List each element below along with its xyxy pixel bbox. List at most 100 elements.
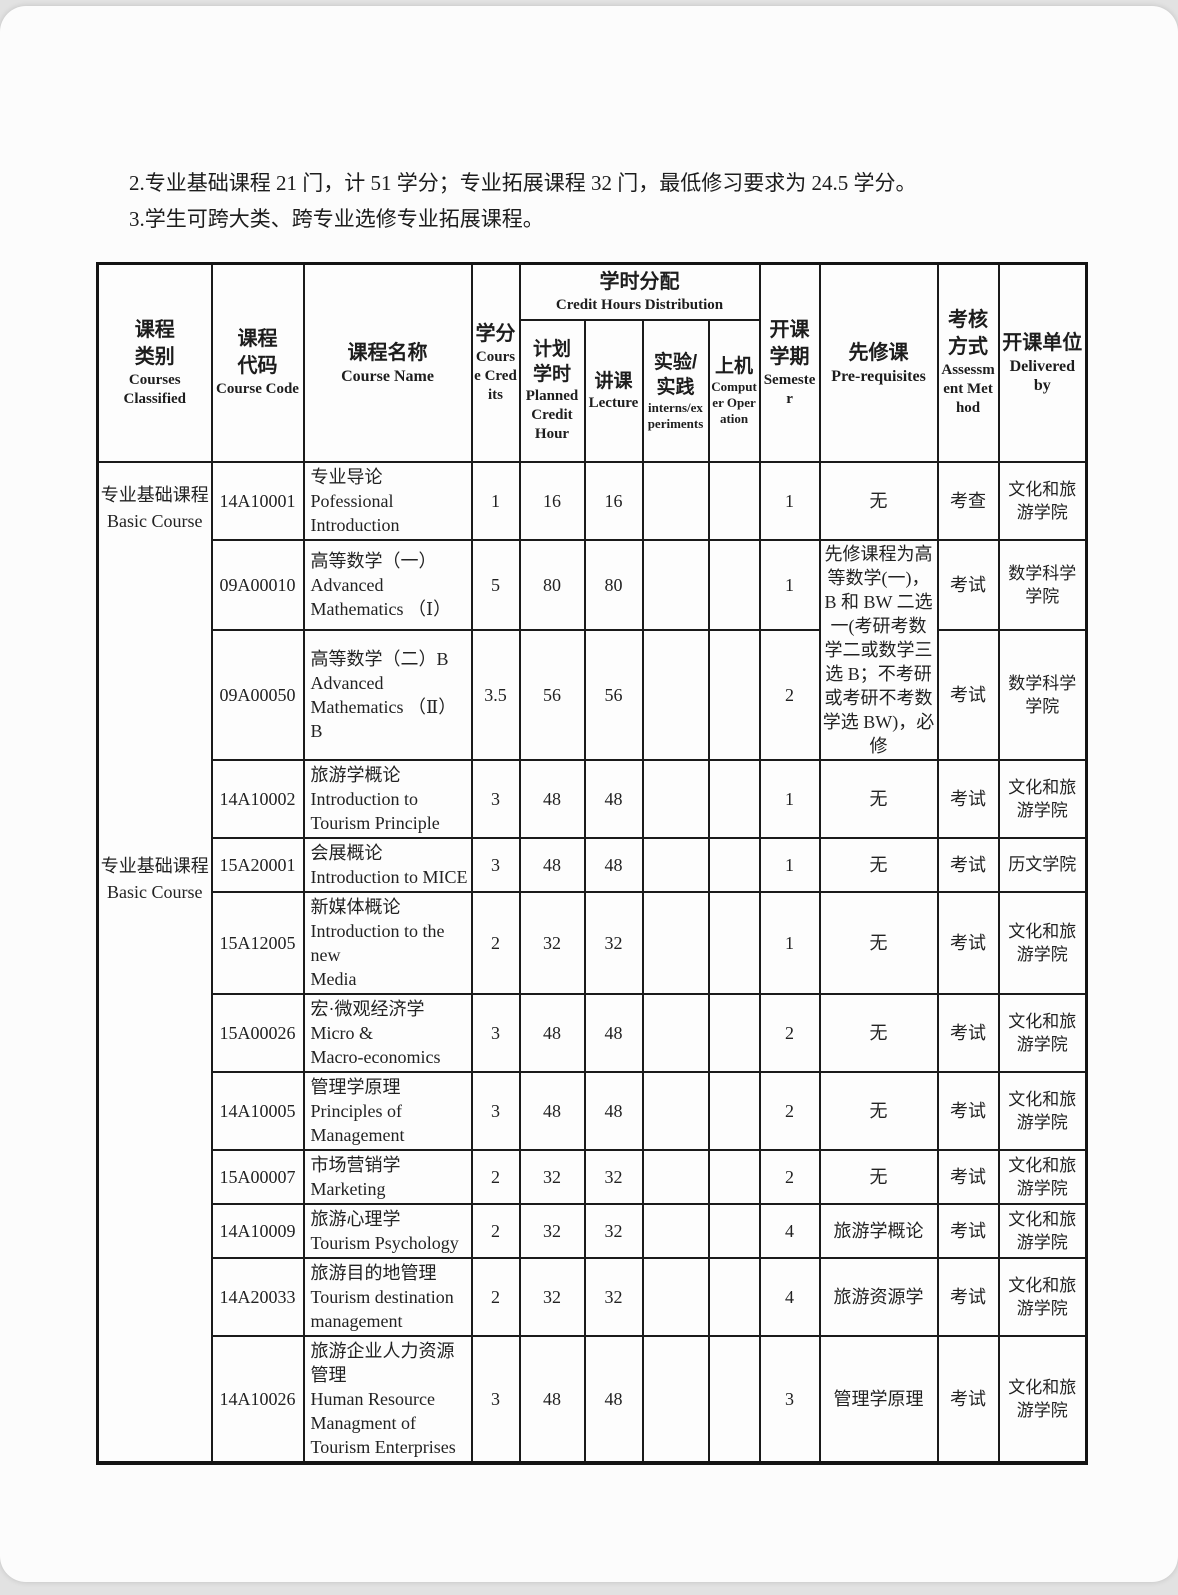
- assessment-cell: 考试: [936, 1202, 1000, 1259]
- lecture-hours-cell: 32: [583, 890, 644, 995]
- assessment-cell: 考试: [936, 628, 1000, 761]
- credits-cell: 3: [470, 836, 521, 893]
- experiments-hours-cell: [641, 890, 710, 995]
- credits-cell: 2: [470, 1202, 521, 1259]
- course-row: 15A00026 宏·微观经济学 Micro & Macro-economics 3…: [98, 992, 1088, 1073]
- assessment-cell: 考试: [936, 836, 1000, 893]
- department-cell: 文化和旅游学院: [997, 1070, 1088, 1151]
- header-lecture-en: Lecture: [588, 394, 639, 411]
- header-lecture: 讲课 Lecture: [583, 318, 644, 463]
- course-name-cell: 高等数学（二）B Advanced Mathematics （Ⅱ） B: [302, 628, 473, 761]
- course-row: 14A10009 旅游心理学 Tourism Psychology 2 32 32 4 旅游…: [98, 1202, 1088, 1259]
- course-code-cell: 14A10002: [210, 758, 305, 839]
- lecture-hours-cell: 48: [583, 992, 644, 1073]
- planned-hours-cell: 48: [518, 992, 586, 1073]
- computer-hours-cell: [707, 1334, 761, 1464]
- experiments-hours-cell: [641, 992, 710, 1073]
- lecture-hours-cell: 48: [583, 1070, 644, 1151]
- course-row: 专业基础课程 Basic Course 专业基础课程 Basic Course 14…: [96, 460, 1088, 1464]
- lecture-hours-cell: 56: [583, 628, 644, 761]
- semester-cell: 3: [758, 1334, 821, 1464]
- department-cell: 文化和旅游学院: [997, 992, 1088, 1073]
- planned-hours-cell: 80: [518, 538, 586, 631]
- category-label-top: 专业基础课程 Basic Course: [100, 484, 209, 531]
- credits-cell: 2: [470, 890, 521, 995]
- department-cell: 文化和旅游学院: [997, 1256, 1088, 1337]
- header-lecture-zh: 讲课: [594, 370, 633, 392]
- lecture-hours-cell: 48: [583, 836, 644, 893]
- header-computer-operation: 上机 Computer Operation: [707, 318, 761, 463]
- semester-cell: 1: [758, 538, 821, 631]
- department-cell: 文化和旅游学院: [997, 1202, 1088, 1259]
- planned-hours-cell: 56: [518, 628, 586, 761]
- semester-cell: 1: [758, 758, 821, 839]
- course-name-cell: 高等数学（一） Advanced Mathematics （Ⅰ）: [302, 538, 473, 631]
- header-assessment: 考核 方式 Assessment Method: [936, 262, 1000, 463]
- course-code-cell: 14A10026: [210, 1334, 305, 1464]
- semester-cell: 2: [758, 992, 821, 1073]
- notes-block: 2.专业基础课程 21 门，计 51 学分；专业拓展课程 32 门，最低修习要求…: [129, 165, 1069, 237]
- experiments-hours-cell: [641, 1070, 710, 1151]
- course-row: 14A20033 旅游目的地管理 Tourism destination mana…: [98, 1256, 1088, 1337]
- planned-hours-cell: 32: [518, 1202, 586, 1259]
- course-code-cell: 14A10009: [210, 1202, 305, 1259]
- planned-hours-cell: 48: [518, 758, 586, 839]
- assessment-cell: 考试: [936, 1148, 1000, 1205]
- credits-cell: 3: [470, 1070, 521, 1151]
- prerequisites-cell: 无: [818, 1070, 939, 1151]
- course-name-cell: 旅游目的地管理 Tourism destination management: [302, 1256, 473, 1337]
- assessment-cell: 考试: [936, 1070, 1000, 1151]
- lecture-hours-cell: 32: [583, 1202, 644, 1259]
- header-category-en: Courses Classified: [123, 371, 186, 407]
- semester-cell: 2: [758, 1148, 821, 1205]
- course-name-cell: 旅游企业人力资源管理 Human Resource Managment of T…: [302, 1334, 473, 1464]
- prerequisites-cell: 无: [818, 758, 939, 839]
- assessment-cell: 考试: [936, 890, 1000, 995]
- experiments-hours-cell: [641, 460, 710, 541]
- note-line-3: 3.学生可跨大类、跨专业选修专业拓展课程。: [129, 207, 544, 231]
- planned-hours-cell: 48: [518, 1070, 586, 1151]
- department-cell: 文化和旅游学院: [997, 1334, 1088, 1464]
- header-semester-en: Semester: [763, 371, 816, 407]
- header-experiments-en: interns/experiments: [647, 399, 704, 431]
- lecture-hours-cell: 48: [583, 758, 644, 839]
- header-course-code-en: Course Code: [216, 381, 299, 398]
- credits-cell: 3: [470, 1334, 521, 1464]
- computer-hours-cell: [707, 992, 761, 1073]
- course-name-cell: 宏·微观经济学 Micro & Macro-economics: [302, 992, 473, 1073]
- header-hours-distribution: 学时分配 Credit Hours Distribution: [518, 262, 761, 321]
- course-code-cell: 09A00050: [210, 628, 305, 761]
- header-course-name-zh: 课程名称: [347, 341, 428, 364]
- prerequisites-cell: 无: [818, 890, 939, 995]
- header-hours-distribution-zh: 学时分配: [599, 270, 680, 293]
- prerequisites-cell: 先修课程为高等数学(一)，B 和 BW 二选一(考研考数学二或数学三选 B；不考…: [818, 538, 939, 761]
- course-name-cell: 旅游心理学 Tourism Psychology: [302, 1202, 473, 1259]
- computer-hours-cell: [707, 890, 761, 995]
- assessment-cell: 考试: [936, 1334, 1000, 1464]
- lecture-hours-cell: 48: [583, 1334, 644, 1464]
- assessment-cell: 考试: [936, 992, 1000, 1073]
- course-name-cell: 管理学原理 Principles of Management: [302, 1070, 473, 1151]
- course-code-cell: 15A20001: [210, 836, 305, 893]
- course-row: 15A12005 新媒体概论 Introduction to the new Me…: [98, 890, 1088, 995]
- lecture-hours-cell: 32: [583, 1148, 644, 1205]
- header-assessment-en: Assessment Method: [941, 362, 995, 417]
- planned-hours-cell: 32: [518, 890, 586, 995]
- header-computer-operation-en: Computer Operation: [711, 379, 757, 426]
- course-code-cell: 14A10005: [210, 1070, 305, 1151]
- credits-cell: 1: [470, 460, 521, 541]
- header-planned-hours-en: Planned Credit Hour: [525, 388, 579, 442]
- experiments-hours-cell: [641, 1256, 710, 1337]
- credits-cell: 2: [470, 1148, 521, 1205]
- semester-cell: 2: [758, 1070, 821, 1151]
- department-cell: 文化和旅游学院: [997, 890, 1088, 995]
- header-course-name-en: Course Name: [341, 367, 434, 385]
- course-row: 14A10005 管理学原理 Principles of Management 3 4…: [98, 1070, 1088, 1151]
- header-delivered-by: 开课单位 Delivered by: [997, 262, 1088, 463]
- experiments-hours-cell: [641, 1334, 710, 1464]
- prerequisites-cell: 旅游资源学: [818, 1256, 939, 1337]
- experiments-hours-cell: [641, 758, 710, 839]
- course-code-cell: 14A20033: [210, 1256, 305, 1337]
- computer-hours-cell: [707, 1148, 761, 1205]
